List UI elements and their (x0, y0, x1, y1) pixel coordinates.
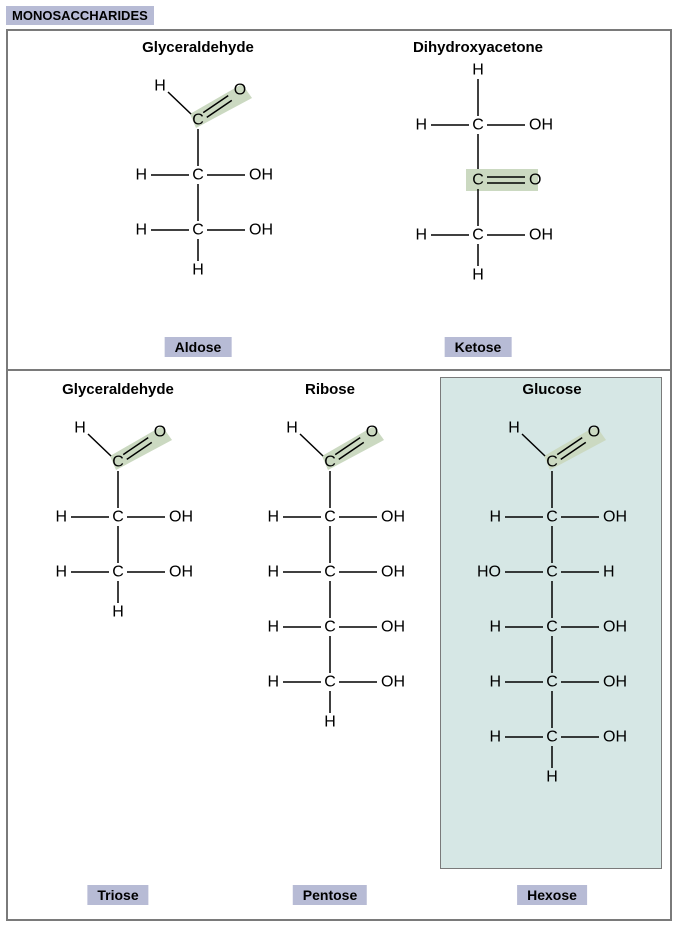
panel-aldose-ketose: GlyceraldehydeCHOCHOHCHOHHAldoseDihydrox… (8, 31, 670, 371)
svg-text:H: H (267, 564, 279, 581)
svg-text:H: H (546, 769, 558, 786)
svg-text:H: H (489, 729, 501, 746)
category-badge-ketose: Ketose (445, 337, 512, 357)
svg-text:C: C (112, 564, 124, 581)
svg-text:H: H (112, 604, 124, 621)
svg-text:C: C (112, 454, 124, 471)
svg-text:OH: OH (249, 167, 273, 184)
svg-text:C: C (192, 167, 204, 184)
svg-text:H: H (74, 420, 86, 437)
panel-by-carbon-count: GlyceraldehydeCHOCHOHCHOHHTrioseRiboseCH… (8, 371, 670, 919)
svg-text:OH: OH (169, 564, 193, 581)
svg-text:H: H (415, 117, 427, 134)
category-badge-pentose: Pentose (293, 885, 367, 905)
category-badge-triose: Triose (87, 885, 148, 905)
svg-text:O: O (529, 172, 541, 189)
svg-text:H: H (472, 267, 484, 284)
svg-text:OH: OH (381, 564, 405, 581)
molecule-ribose: Ribose C H O C H OH C H OH C H OH C H OH H (235, 381, 425, 732)
svg-text:O: O (366, 424, 378, 441)
molecule-title: Glyceraldehyde (98, 39, 298, 56)
molecule-title: Ribose (235, 381, 425, 398)
svg-text:H: H (267, 619, 279, 636)
svg-text:C: C (472, 117, 484, 134)
svg-text:H: H (286, 420, 298, 437)
svg-text:H: H (135, 167, 147, 184)
svg-text:OH: OH (169, 509, 193, 526)
category-badge-hexose: Hexose (517, 885, 587, 905)
svg-text:OH: OH (603, 729, 627, 746)
svg-text:C: C (472, 227, 484, 244)
svg-text:H: H (508, 420, 520, 437)
svg-text:C: C (324, 509, 336, 526)
svg-text:OH: OH (529, 117, 553, 134)
page-title: MONOSACCHARIDES (6, 6, 154, 25)
svg-text:O: O (234, 82, 246, 99)
svg-text:C: C (324, 674, 336, 691)
diagram-frame: GlyceraldehydeCHOCHOHCHOHHAldoseDihydrox… (6, 29, 672, 921)
svg-text:H: H (267, 674, 279, 691)
svg-text:H: H (472, 62, 484, 79)
svg-text:C: C (472, 172, 484, 189)
svg-text:H: H (267, 509, 279, 526)
svg-text:H: H (324, 714, 336, 731)
svg-text:H: H (415, 227, 427, 244)
svg-text:C: C (546, 729, 558, 746)
svg-text:H: H (55, 509, 67, 526)
svg-text:C: C (324, 564, 336, 581)
svg-text:C: C (192, 112, 204, 129)
svg-text:O: O (154, 424, 166, 441)
svg-text:H: H (154, 78, 166, 95)
svg-text:H: H (489, 674, 501, 691)
molecule-title: Glyceraldehyde (23, 381, 213, 398)
svg-text:C: C (192, 222, 204, 239)
svg-text:C: C (324, 454, 336, 471)
svg-text:OH: OH (249, 222, 273, 239)
molecule-glyceraldehyde: Glyceraldehyde C H O C H OH C H OH H (23, 381, 213, 622)
svg-text:OH: OH (603, 619, 627, 636)
svg-text:C: C (324, 619, 336, 636)
svg-text:H: H (603, 564, 615, 581)
svg-text:HO: HO (477, 564, 501, 581)
svg-text:C: C (546, 454, 558, 471)
svg-text:C: C (112, 509, 124, 526)
molecule-glucose: GlucoseCHOCHOHCHOHCHOHCHOHCHOHH (457, 381, 647, 787)
molecule-title: Glucose (457, 381, 647, 398)
svg-text:C: C (546, 564, 558, 581)
svg-text:C: C (546, 674, 558, 691)
category-badge-aldose: Aldose (165, 337, 232, 357)
svg-text:C: C (546, 619, 558, 636)
molecule-glyceraldehyde: Glyceraldehyde C H O C H OH C H OH H (98, 39, 298, 280)
molecule-title: Dihydroxyacetone (378, 39, 578, 56)
svg-text:OH: OH (603, 509, 627, 526)
svg-text:H: H (55, 564, 67, 581)
svg-text:H: H (489, 619, 501, 636)
svg-text:H: H (192, 262, 204, 279)
svg-text:C: C (546, 509, 558, 526)
svg-text:OH: OH (603, 674, 627, 691)
svg-text:H: H (135, 222, 147, 239)
molecule-dihydroxyacetone: Dihydroxyacetone H C H OH C O C H OH H (378, 39, 578, 325)
svg-text:OH: OH (529, 227, 553, 244)
svg-text:OH: OH (381, 619, 405, 636)
svg-text:OH: OH (381, 674, 405, 691)
svg-text:O: O (588, 424, 600, 441)
svg-text:H: H (489, 509, 501, 526)
svg-text:OH: OH (381, 509, 405, 526)
